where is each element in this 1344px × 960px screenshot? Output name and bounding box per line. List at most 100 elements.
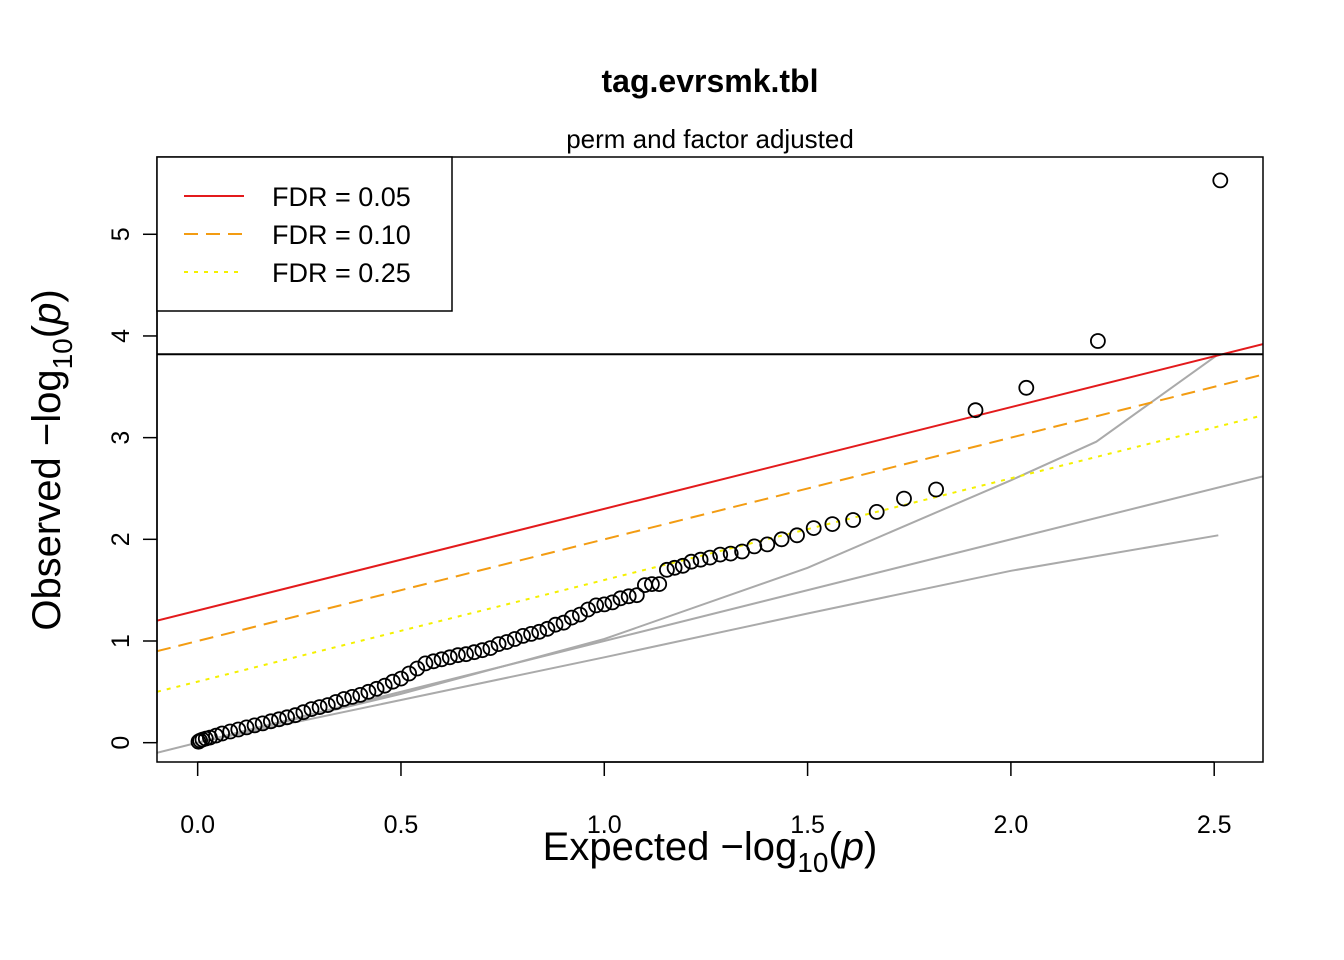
data-point: [805, 520, 822, 536]
data-point: [515, 628, 531, 644]
data-point: [868, 503, 885, 520]
data-point: [360, 683, 377, 700]
x-tick-label: 0.0: [180, 811, 215, 839]
x-tick-label: 2.5: [1197, 811, 1232, 839]
data-point: [482, 640, 499, 656]
fdr-line-2: [157, 373, 1263, 653]
data-point: [620, 588, 637, 605]
reference-line-1: [157, 475, 1263, 754]
data-point: [368, 680, 385, 697]
data-point: [666, 559, 683, 576]
data-point: [773, 531, 790, 548]
data-point: [222, 723, 239, 740]
data-point: [409, 660, 426, 677]
data-point: [628, 587, 645, 604]
data-point: [712, 546, 729, 563]
data-point: [734, 543, 750, 560]
x-axis-title: Expected −log10(p): [543, 825, 878, 878]
data-point: [1090, 333, 1106, 349]
data-point: [449, 647, 466, 664]
data-point: [588, 597, 604, 614]
data-point: [336, 691, 352, 707]
data-point: [393, 670, 409, 687]
data-point: [824, 516, 841, 532]
data-point: [246, 717, 263, 734]
x-tick-label: 1.0: [587, 811, 622, 839]
legend-label: FDR = 0.25: [272, 258, 411, 288]
data-point: [311, 699, 328, 715]
x-axis: 0.0 0.5 1.0 1.5 2.0 2.5: [180, 761, 1232, 839]
data-point: [531, 623, 548, 640]
data-point: [563, 609, 580, 626]
data-point: [344, 689, 361, 705]
fdr-threshold-lines: [157, 343, 1263, 693]
data-point: [1212, 172, 1229, 189]
data-point: [692, 551, 709, 568]
data-point: [523, 626, 539, 642]
legend: FDR = 0.05 FDR = 0.10 FDR = 0.25: [156, 156, 453, 312]
data-point: [376, 677, 393, 694]
data-point: [683, 553, 700, 570]
data-point: [659, 561, 675, 578]
data-point: [352, 687, 369, 703]
data-point: [384, 673, 401, 690]
data-point: [327, 694, 344, 710]
data-point: [612, 590, 629, 607]
observed-points: [190, 172, 1229, 750]
y-tick-label: 1: [107, 634, 135, 648]
reference-line-2: [197, 534, 1219, 744]
data-point: [604, 594, 621, 611]
y-tick-label: 4: [107, 329, 135, 343]
data-point: [644, 576, 660, 592]
y-tick-label: 3: [107, 431, 135, 445]
data-point: [555, 614, 572, 631]
data-point: [238, 719, 255, 736]
data-point: [547, 616, 564, 633]
data-point: [722, 545, 739, 562]
data-point: [845, 512, 861, 528]
data-point: [279, 709, 296, 726]
chart-subtitle: perm and factor adjusted: [566, 124, 854, 154]
data-point: [967, 402, 984, 419]
data-point: [490, 636, 507, 652]
data-point: [433, 651, 450, 668]
data-point: [190, 733, 207, 750]
data-point: [674, 557, 691, 574]
y-axis-title: Observed −log10(p): [25, 289, 78, 630]
data-point: [572, 606, 588, 623]
data-point: [295, 704, 312, 721]
legend-label: FDR = 0.05: [272, 182, 411, 212]
data-point: [498, 634, 515, 650]
reference-line-3: [197, 353, 1219, 744]
x-tick-label: 1.5: [790, 811, 825, 839]
y-tick-label: 5: [107, 227, 135, 241]
data-point: [303, 701, 320, 717]
data-point: [262, 713, 279, 730]
data-point: [896, 490, 912, 507]
legend-label: FDR = 0.10: [272, 220, 411, 250]
data-point: [401, 665, 418, 682]
chart-title: tag.evrsmk.tbl: [602, 63, 819, 99]
data-point: [466, 644, 483, 661]
data-point: [441, 649, 458, 666]
x-tick-label: 2.0: [994, 811, 1029, 839]
data-point: [254, 715, 271, 732]
y-axis: 0 1 2 3 4 5: [107, 227, 158, 750]
data-point: [458, 646, 474, 663]
fdr-line-1: [157, 343, 1263, 622]
data-point: [319, 697, 336, 713]
data-point: [759, 536, 776, 553]
fdr-line-3: [157, 414, 1263, 693]
data-point: [287, 707, 304, 724]
data-point: [192, 732, 209, 749]
data-point: [702, 549, 718, 566]
data-point: [271, 711, 287, 728]
data-point: [1018, 379, 1035, 396]
data-point: [230, 721, 247, 738]
data-point: [637, 577, 653, 593]
y-tick-label: 2: [107, 532, 135, 546]
data-point: [506, 631, 523, 647]
data-point: [789, 527, 805, 544]
data-point: [425, 653, 442, 670]
